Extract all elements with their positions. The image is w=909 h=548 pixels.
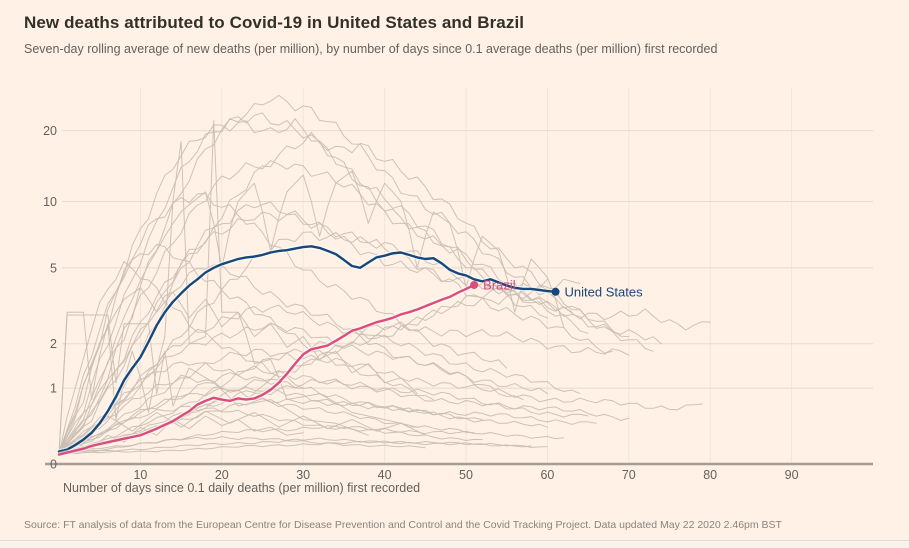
y-tick-label: 10 [43,195,57,209]
background-country-line [58,398,597,455]
background-country-line [58,261,304,455]
background-country-line [58,436,426,454]
x-tick-label: 90 [785,468,799,482]
background-country-line [58,374,475,455]
x-tick-label: 40 [378,468,392,482]
brazil-end-dot [470,280,479,289]
y-tick-label: 5 [50,261,57,275]
page-title: New deaths attributed to Covid-19 in Uni… [24,13,525,32]
y-tick-label: 2 [50,337,57,351]
background-country-line [58,304,581,454]
background-country-line [58,160,573,454]
background-country-line [58,410,426,455]
background-country-line [58,378,630,454]
background-country-line [58,440,548,455]
y-tick-label: 1 [50,382,57,396]
background-country-line [58,94,630,455]
background-country-line [58,201,711,455]
background-country-line [58,437,532,455]
background-country-line [58,112,548,455]
background-country-line [58,263,524,454]
background-country-line [58,211,613,454]
y-tick-label: 20 [43,124,57,138]
chart-canvas: United States Brazil 10 20 30 40 50 60 70 80 90 0 1 2… [43,88,873,495]
background-country-line [58,348,703,455]
united-states-end-dot [551,287,560,296]
x-axis-title: Number of days since 0.1 daily deaths (p… [63,481,420,495]
brazil-line [57,283,476,456]
x-tick-label: 60 [540,468,554,482]
background-country-line [58,321,630,455]
background-country-line [58,243,434,454]
background-country-line [58,386,548,454]
series-label-brazil: Brazil [483,277,516,292]
x-tick-label: 50 [459,468,473,482]
x-tick-label: 30 [296,468,310,482]
chart-subtitle: Seven-day rolling average of new deaths … [24,42,718,56]
y-tick-label: 0 [50,458,57,472]
x-tick-label: 70 [622,468,636,482]
background-country-line [58,287,418,455]
background-country-line [58,170,565,455]
united-states-line [57,245,557,453]
x-tick-label: 10 [133,468,147,482]
x-tick-label: 80 [703,468,717,482]
background-country-line [58,322,548,454]
background-country-line [58,365,589,455]
footer-divider [0,540,909,548]
x-tick-label: 20 [215,468,229,482]
source-note: Source: FT analysis of data from the Eur… [24,519,782,531]
series-label-united-states: United States [565,284,644,299]
background-country-line [58,278,548,455]
